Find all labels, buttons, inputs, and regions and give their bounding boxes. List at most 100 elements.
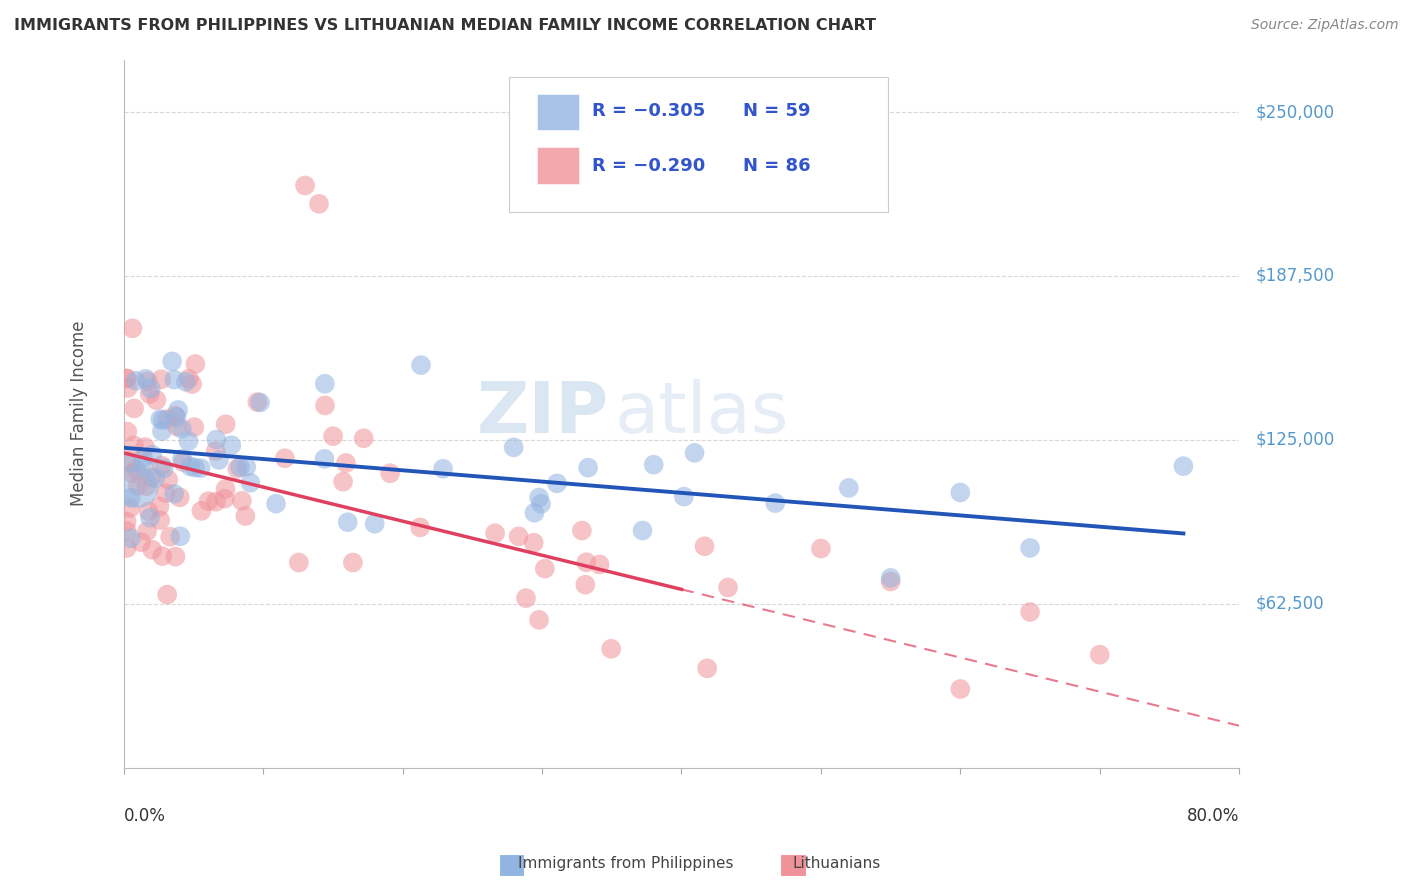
Text: ZIP: ZIP [477,379,609,448]
Point [332,475,354,489]
Point [141,470,163,484]
Point [322,429,344,443]
Point [314,451,336,466]
Point [353,431,375,445]
Point [127,479,149,493]
Text: $187,500: $187,500 [1256,267,1336,285]
Point [214,491,236,506]
Text: IMMIGRANTS FROM PHILIPPINES VS LITHUANIAN MEDIAN FAMILY INCOME CORRELATION CHART: IMMIGRANTS FROM PHILIPPINES VS LITHUANIA… [14,18,876,33]
Point [138,387,160,401]
Point [484,526,506,541]
Bar [537,94,579,130]
Point [949,681,972,696]
Point [527,613,550,627]
Point [1173,459,1195,474]
Point [515,591,537,606]
Text: Source: ZipAtlas.com: Source: ZipAtlas.com [1251,18,1399,32]
Point [810,541,832,556]
Point [135,479,157,493]
Point [165,409,187,423]
Text: 80.0%: 80.0% [1187,806,1239,824]
Text: R = −0.305: R = −0.305 [592,103,706,120]
Text: $250,000: $250,000 [1256,103,1336,121]
Point [136,524,159,538]
Point [174,375,197,389]
Point [274,451,297,466]
Point [159,530,181,544]
Point [115,454,138,468]
Point [205,495,228,509]
Text: R = −0.290: R = −0.290 [592,157,706,175]
Point [122,438,145,452]
Point [763,496,786,510]
Text: $62,500: $62,500 [1256,595,1324,613]
Point [139,510,162,524]
Point [838,481,860,495]
Bar [537,146,579,184]
Point [156,588,179,602]
Point [120,531,142,545]
Point [1019,605,1042,619]
Point [177,434,200,448]
Point [530,497,553,511]
Point [163,487,186,501]
Point [157,473,180,487]
Point [546,476,568,491]
Point [571,524,593,538]
Text: N = 86: N = 86 [742,157,810,175]
Point [155,486,177,500]
Point [226,462,249,476]
Point [1088,648,1111,662]
Point [342,556,364,570]
Point [125,462,148,476]
Point [409,358,432,372]
Point [172,455,194,469]
Point [409,520,432,534]
Point [205,433,228,447]
Point [575,555,598,569]
Point [631,524,654,538]
Point [197,494,219,508]
Point [696,661,718,675]
Point [134,440,156,454]
Point [170,422,193,436]
Point [576,460,599,475]
Point [135,372,157,386]
Point [183,420,205,434]
Point [141,542,163,557]
Point [523,506,546,520]
Point [588,558,610,572]
Point [149,513,172,527]
Text: $125,000: $125,000 [1256,431,1336,449]
Point [246,395,269,409]
Text: N = 59: N = 59 [742,103,810,120]
Point [879,571,901,585]
Point [132,451,155,466]
Point [136,375,159,389]
Point [122,401,145,416]
Point [117,425,139,439]
Point [121,321,143,335]
Point [335,456,357,470]
Point [215,417,238,432]
Point [160,354,183,368]
Point [115,524,138,538]
Point [502,440,524,454]
Point [432,462,454,476]
Text: Lithuanians: Lithuanians [793,856,880,871]
Point [166,410,188,425]
Point [166,419,188,434]
Point [190,461,212,475]
Point [229,460,252,475]
Point [508,529,530,543]
Point [148,500,170,514]
Point [141,448,163,462]
Point [231,493,253,508]
Point [115,371,138,385]
Point [121,467,143,481]
Point [153,461,176,475]
Point [143,471,166,485]
Point [138,504,160,518]
Text: 0.0%: 0.0% [124,806,166,824]
Point [314,399,336,413]
